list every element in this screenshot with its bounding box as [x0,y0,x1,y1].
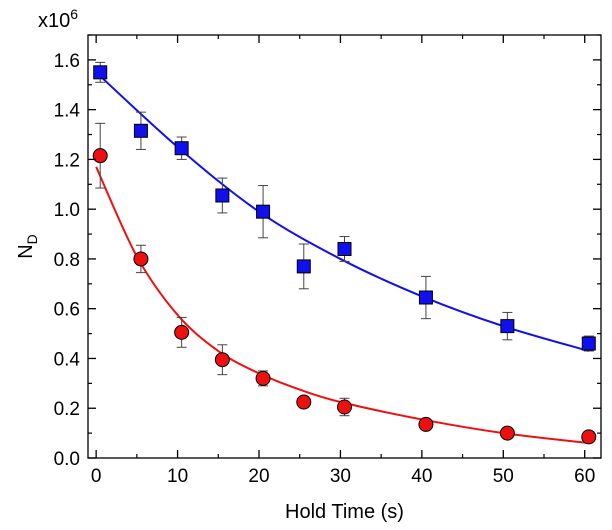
square-marker [500,319,515,334]
circle-marker [499,425,515,441]
circle-marker [418,416,434,432]
square-marker [581,336,596,351]
tick-labels: 0 10 20 30 40 50 60 0.0 0.2 0.4 0.6 0.8 1.0 1.2 1.4 1.6 [54,51,596,487]
data-markers [92,65,597,445]
square-marker [296,259,311,274]
y-tick-label: 0.6 [54,300,80,321]
y-tick-label: 1.6 [54,51,80,72]
fit-line-1 [95,71,590,352]
square-marker [174,141,189,156]
y-tick-label: 1.4 [54,101,81,122]
y-tick-label: 1.0 [54,200,80,221]
x-tick-label: 30 [330,466,351,487]
y-axis-multiplier: x106 [38,6,78,32]
x-tick-label: 60 [574,466,595,487]
circle-marker [133,251,149,267]
square-marker [256,204,271,219]
svg-text:ND: ND [15,234,40,259]
x-tick-label: 20 [248,466,269,487]
y-axis-title-main: N [15,244,37,258]
x-tick-label: 40 [411,466,432,487]
square-marker [418,290,433,305]
circle-marker [581,429,597,445]
circle-marker [174,324,190,340]
y-axis-title: ND [15,234,40,259]
square-marker [93,65,108,80]
x-tick-label: 10 [167,466,188,487]
fit-curves [95,71,590,445]
y-tick-label: 0.4 [54,349,81,370]
x-tick-label: 50 [493,466,514,487]
circle-marker [92,148,108,164]
x-axis-title: Hold Time (s) [285,501,404,523]
axis-ticks [88,34,601,459]
circle-marker [255,370,271,386]
y-tick-label: 1.2 [54,150,80,171]
square-marker [337,241,352,256]
y-tick-label: 0.0 [54,449,80,470]
x-tick-label: 0 [91,466,102,487]
fit-line-2 [95,166,589,445]
y-tick-label: 0.8 [54,250,80,271]
circle-marker [214,352,230,368]
y-tick-label: 0.2 [54,399,80,420]
circle-marker [296,394,312,410]
circle-marker [337,399,352,415]
y-axis-title-subscript: D [24,234,40,244]
plot-frame [87,34,602,459]
square-marker [133,123,148,138]
square-marker [215,188,230,203]
